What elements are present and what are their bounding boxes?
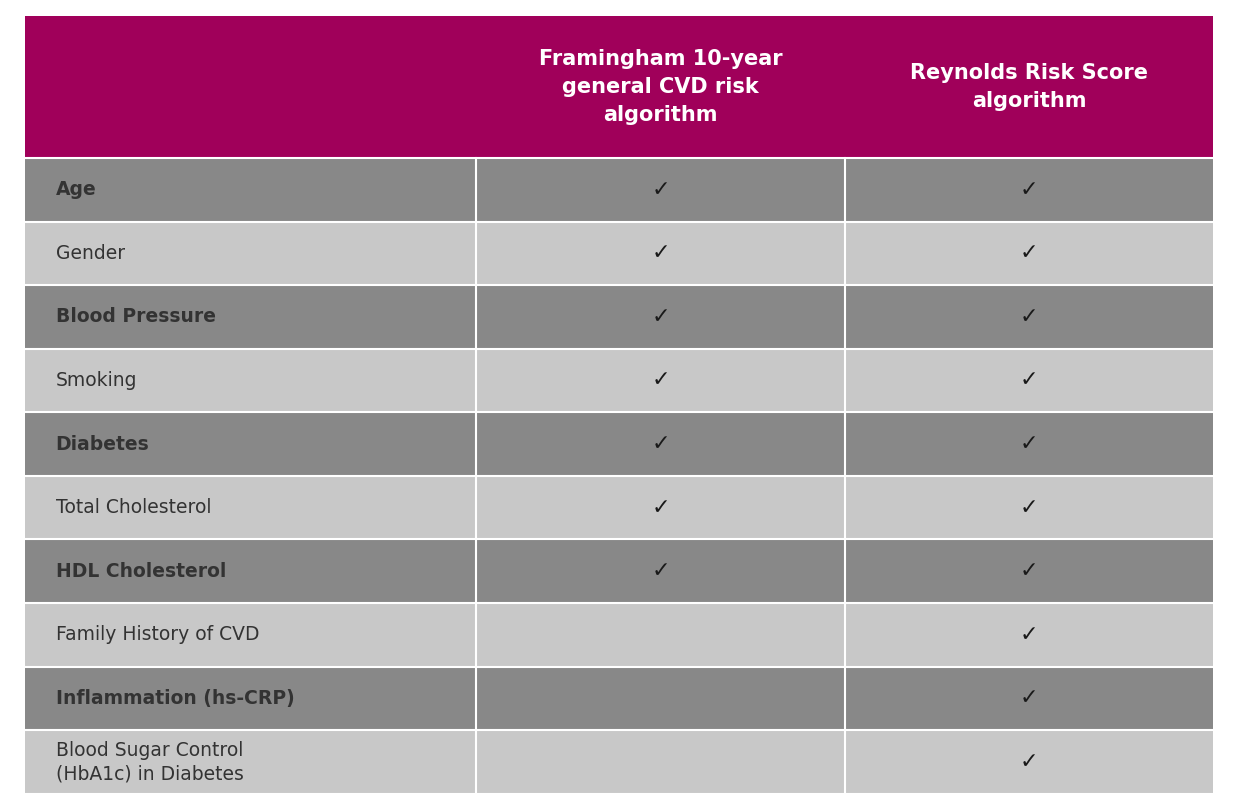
Text: ✓: ✓ [651, 180, 670, 200]
Bar [25, 349, 1213, 412]
Text: ✓: ✓ [651, 561, 670, 582]
Bar [25, 412, 1213, 476]
Text: Gender: Gender [56, 244, 125, 262]
Text: Smoking: Smoking [56, 371, 137, 390]
Text: Framingham 10-year
general CVD risk
algorithm: Framingham 10-year general CVD risk algo… [539, 49, 782, 125]
Text: Total Cholesterol: Total Cholesterol [56, 498, 212, 517]
Text: ✓: ✓ [1020, 497, 1039, 518]
Text: ✓: ✓ [651, 370, 670, 390]
Bar [25, 476, 1213, 539]
Text: Age: Age [56, 181, 97, 199]
Text: ✓: ✓ [1020, 688, 1039, 709]
Bar [25, 222, 1213, 285]
Bar [25, 539, 1213, 603]
Text: Family History of CVD: Family History of CVD [56, 625, 259, 644]
Text: ✓: ✓ [1020, 434, 1039, 454]
Text: ✓: ✓ [651, 497, 670, 518]
Text: Inflammation (hs-CRP): Inflammation (hs-CRP) [56, 689, 295, 708]
Text: Blood Pressure: Blood Pressure [56, 308, 215, 326]
Text: ✓: ✓ [651, 434, 670, 454]
Text: ✓: ✓ [1020, 370, 1039, 390]
Text: ✓: ✓ [1020, 243, 1039, 263]
Bar [25, 603, 1213, 667]
Bar [25, 667, 1213, 731]
Bar [25, 731, 1213, 794]
Bar [25, 158, 1213, 222]
Text: HDL Cholesterol: HDL Cholesterol [56, 562, 227, 581]
Text: ✓: ✓ [651, 307, 670, 327]
Text: ✓: ✓ [1020, 625, 1039, 645]
Text: Reynolds Risk Score
algorithm: Reynolds Risk Score algorithm [910, 63, 1148, 111]
Text: Diabetes: Diabetes [56, 435, 150, 454]
Text: ✓: ✓ [1020, 180, 1039, 200]
Text: ✓: ✓ [1020, 307, 1039, 327]
Text: Blood Sugar Control
(HbA1c) in Diabetes: Blood Sugar Control (HbA1c) in Diabetes [56, 741, 244, 783]
Bar [25, 16, 1213, 158]
Text: ✓: ✓ [1020, 561, 1039, 582]
Bar [25, 285, 1213, 349]
Text: ✓: ✓ [1020, 752, 1039, 772]
Text: ✓: ✓ [651, 243, 670, 263]
